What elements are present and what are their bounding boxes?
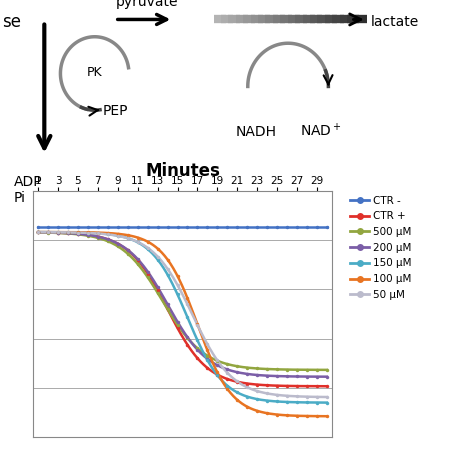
Text: NAD$^+$: NAD$^+$: [300, 122, 342, 139]
Text: se: se: [2, 13, 21, 31]
Legend: CTR -, CTR +, 500 μM, 200 μM, 150 μM, 100 μM, 50 μM: CTR -, CTR +, 500 μM, 200 μM, 150 μM, 10…: [346, 192, 416, 304]
Text: Minutes: Minutes: [145, 162, 220, 180]
Text: lactate: lactate: [371, 15, 419, 29]
Text: PEP: PEP: [103, 104, 128, 117]
Text: PK: PK: [87, 66, 102, 79]
Text: pyruvate: pyruvate: [116, 0, 179, 10]
Text: NADH: NADH: [236, 125, 277, 139]
Text: ADP
Pi: ADP Pi: [14, 175, 43, 205]
